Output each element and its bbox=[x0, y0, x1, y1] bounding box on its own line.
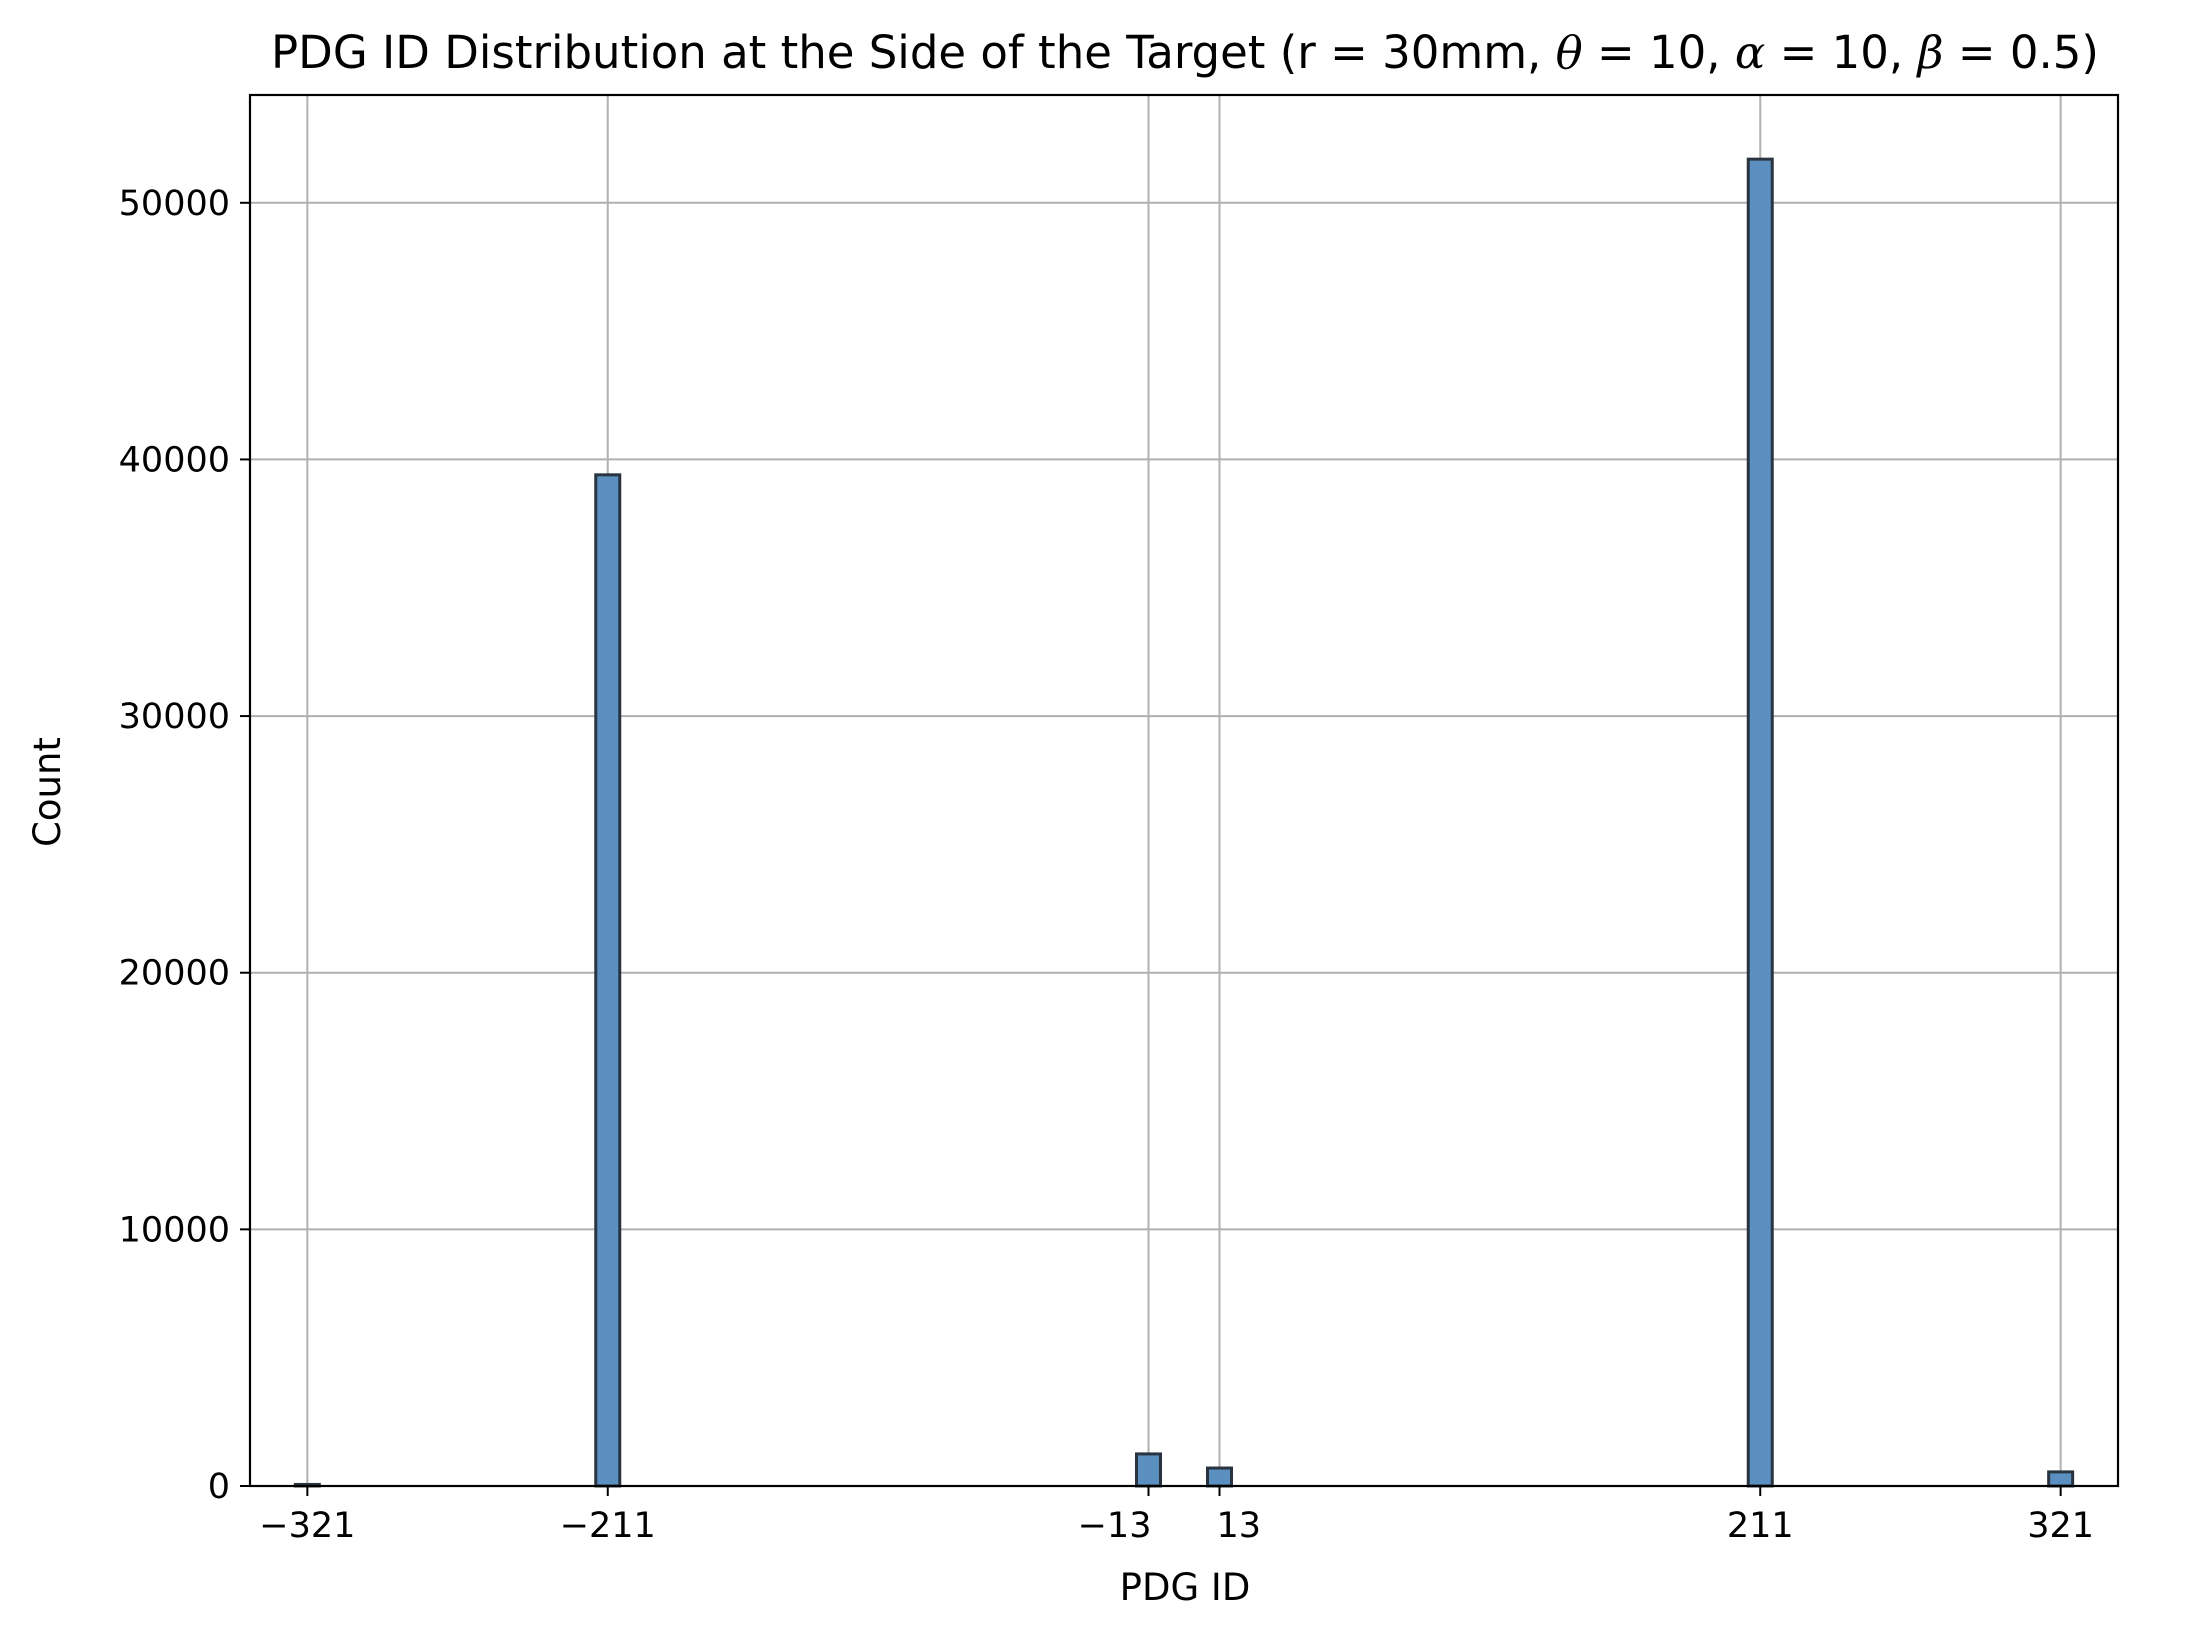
x-tick-label-4: 211 bbox=[1727, 1506, 1794, 1546]
y-axis-label: Count bbox=[26, 737, 69, 847]
y-tick-label-2: 20000 bbox=[119, 954, 230, 994]
y-tick-label-5: 50000 bbox=[119, 184, 230, 224]
x-tick-label-1: −211 bbox=[560, 1506, 656, 1546]
x-tick-label-2: −13 bbox=[1078, 1506, 1152, 1546]
y-tick-label-0: 0 bbox=[208, 1467, 230, 1507]
plot-area-frame bbox=[248, 93, 2120, 1488]
x-axis-ticks: −321 −211 −13 13 211 321 bbox=[259, 1486, 2094, 1546]
y-tick-label-3: 30000 bbox=[119, 697, 230, 737]
x-axis-label: PDG ID bbox=[1120, 1566, 1251, 1609]
x-tick-label-3: 13 bbox=[1217, 1506, 1262, 1546]
bar-2 bbox=[1134, 1452, 1162, 1488]
x-tick-label-0: −321 bbox=[259, 1506, 355, 1546]
y-tick-label-4: 40000 bbox=[119, 440, 230, 480]
bar-1 bbox=[594, 473, 622, 1488]
x-tick-label-5: 321 bbox=[2027, 1506, 2094, 1546]
chart-title: PDG ID Distribution at the Side of the T… bbox=[271, 26, 2099, 79]
y-tick-label-1: 10000 bbox=[119, 1210, 230, 1250]
bar-4 bbox=[1746, 157, 1774, 1488]
bar-5 bbox=[2047, 1470, 2075, 1488]
y-axis-ticks: 0 10000 20000 30000 40000 50000 bbox=[119, 184, 250, 1507]
bar-3 bbox=[1206, 1466, 1234, 1488]
bars bbox=[293, 157, 2075, 1488]
